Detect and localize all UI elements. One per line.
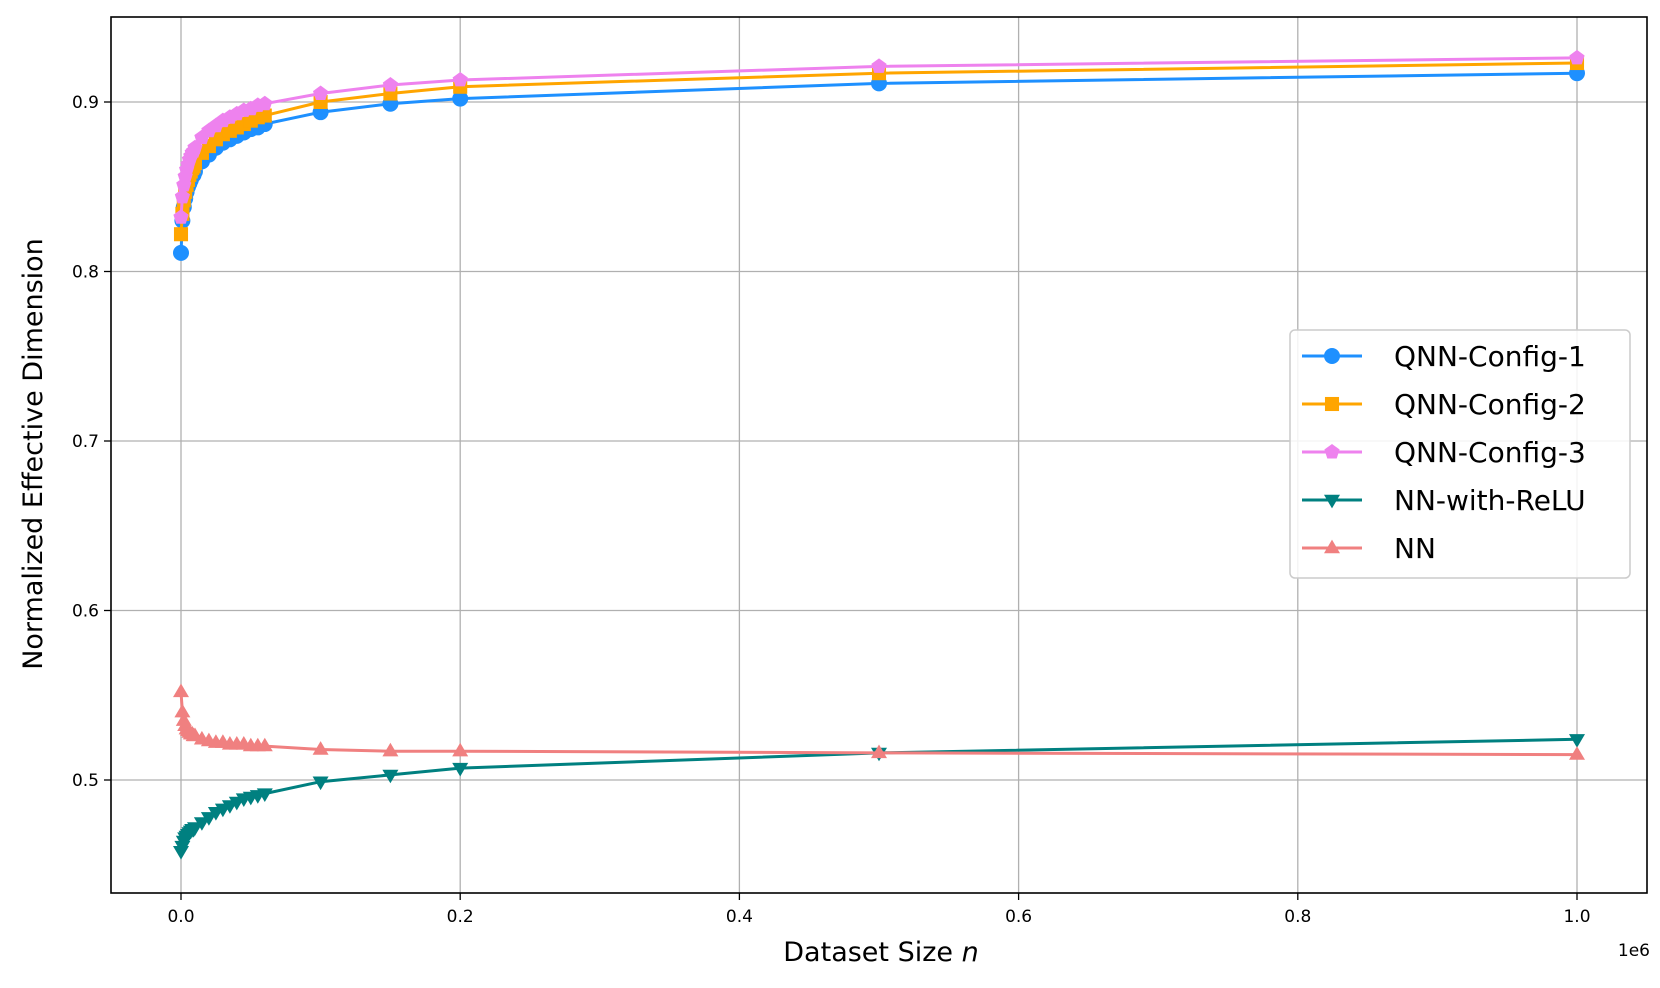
data-point-nn [1569, 746, 1585, 760]
x-tick-label: 0.4 [726, 907, 753, 927]
data-point-qnn-config-2 [173, 227, 189, 242]
data-point-nn-with-relu [452, 762, 469, 777]
legend-swatch-marker [1324, 494, 1340, 509]
axis-ticks: 0.0 0.2 0.4 0.6 0.8 1.0 0.5 0.6 0.7 0.8 0.9 [72, 93, 1591, 927]
data-point-nn [382, 742, 399, 757]
data-point-nn [312, 741, 329, 755]
data-point-qnn-config-1 [452, 90, 469, 107]
y-tick-label: 0.8 [72, 263, 99, 283]
data-point-nn [173, 683, 189, 698]
data-point-qnn-config-3 [313, 85, 329, 100]
y-tick-label: 0.7 [72, 432, 99, 452]
data-point-nn-with-relu [312, 776, 329, 791]
data-point-nn-with-relu [382, 769, 399, 784]
y-tick-label: 0.9 [72, 93, 99, 113]
legend-label: QNN-Config-3 [1394, 436, 1586, 469]
legend-item-qnn-config-3: QNN-Config-3 [1302, 436, 1586, 469]
legend-swatch-marker [1324, 539, 1340, 554]
data-point-qnn-config-3 [257, 95, 273, 111]
x-axis-label-text: Dataset Size [783, 937, 961, 968]
data-point-qnn-config-2 [257, 108, 272, 123]
data-point-nn [452, 742, 469, 757]
data-point-nn [871, 744, 887, 759]
data-point-qnn-config-3 [1569, 49, 1585, 65]
legend-label: QNN-Config-2 [1394, 388, 1586, 421]
legend-item-nn: NN [1302, 532, 1436, 565]
data-point-qnn-config-3 [173, 209, 189, 224]
legend-frame [1289, 329, 1631, 579]
series-nn [173, 683, 1585, 760]
legend-item-nn-with-relu: NN-with-ReLU [1302, 484, 1586, 517]
x-axis-label-variable: n [962, 937, 979, 968]
data-point-nn [174, 703, 191, 718]
y-tick-label: 0.5 [72, 771, 99, 791]
x-tick-label: 0.2 [447, 907, 474, 927]
x-tick-label: 0.0 [167, 907, 194, 927]
legend-swatch-marker [1324, 348, 1340, 364]
legend-item-qnn-config-1: QNN-Config-1 [1302, 340, 1586, 373]
legend-label: QNN-Config-1 [1394, 340, 1586, 373]
data-point-nn-with-relu [1569, 734, 1585, 748]
data-point-nn-with-relu [256, 788, 273, 802]
data-point-nn [256, 737, 273, 752]
data-point-qnn-config-3 [382, 77, 398, 92]
data-point-qnn-config-1 [173, 244, 189, 261]
legend-swatch-marker [1324, 396, 1340, 412]
x-axis-offset-label: 1e6 [1618, 941, 1650, 961]
y-tick-label: 0.6 [72, 602, 99, 622]
series-qnn-config-3 [173, 49, 1585, 224]
x-axis-label: Dataset Size n [783, 937, 978, 968]
legend: QNN-Config-1 QNN-Config-2 QNN-Config-3 NN-w… [1289, 329, 1631, 579]
data-point-qnn-config-3 [452, 72, 468, 87]
series-layer [173, 49, 1585, 860]
y-axis-label: Normalized Effective Dimension [18, 238, 49, 670]
x-tick-label: 1.0 [1563, 907, 1590, 927]
legend-item-qnn-config-2: QNN-Config-2 [1302, 388, 1586, 421]
legend-label: NN-with-ReLU [1394, 484, 1586, 517]
data-point-qnn-config-3 [871, 58, 887, 73]
plot-frame [110, 16, 1648, 894]
x-tick-label: 0.6 [1005, 907, 1032, 927]
x-tick-label: 0.8 [1284, 907, 1311, 927]
data-point-nn-with-relu [200, 812, 217, 826]
data-point-qnn-config-3 [174, 188, 190, 204]
legend-label: NN [1394, 532, 1436, 565]
legend-swatch-marker [1324, 444, 1340, 459]
